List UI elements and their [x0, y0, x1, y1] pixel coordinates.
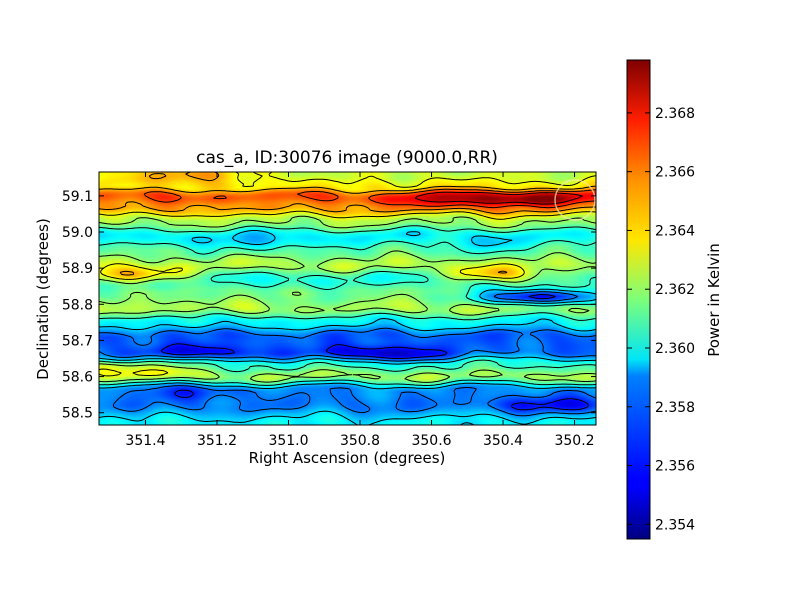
x-tick-label: 350.6 [411, 433, 451, 449]
y-tick-label: 59.1 [62, 189, 93, 205]
y-tick-label: 58.5 [62, 406, 93, 422]
x-tick-label: 350.2 [554, 433, 594, 449]
y-tick-label: 58.8 [62, 297, 93, 313]
colorbar-tick-label: 2.358 [655, 400, 695, 416]
contour-level [414, 191, 583, 205]
x-tick-label: 350.4 [483, 433, 523, 449]
contour-level [99, 215, 596, 383]
y-tick-label: 58.9 [62, 261, 93, 277]
contour-level [99, 291, 596, 417]
colorbar-label: Power in Kelvin [705, 243, 723, 357]
colorbar-gradient [626, 59, 651, 540]
heatmap-raster [99, 172, 596, 425]
heatmap [99, 172, 596, 425]
colorbar-tick-label: 2.356 [655, 459, 695, 475]
x-tick-label: 350.8 [340, 433, 380, 449]
colorbar-tick-label: 2.360 [655, 341, 695, 357]
y-tick-label: 58.6 [62, 370, 93, 386]
x-axis: 351.4 351.2 351.0 350.8 350.6 350.4 350.2 [125, 172, 595, 449]
colorbar: 2.354 2.356 2.358 2.360 2.362 2.364 2.366 2.368… [626, 59, 723, 540]
colorbar-tick-label: 2.364 [655, 223, 695, 239]
x-tick-label: 351.4 [125, 433, 165, 449]
y-axis: 58.5 58.6 58.7 58.8 58.9 59.0 59.1 [62, 189, 596, 422]
contour-level [143, 188, 596, 209]
y-axis-label: Declination (degrees) [34, 218, 52, 380]
plot-frame [98, 171, 597, 426]
contour-level [99, 172, 596, 276]
colorbar-tick-label: 2.354 [655, 517, 695, 533]
chart-title: cas_a, ID:30076 image (9000.0,RR) [196, 148, 498, 168]
colorbar-tick-label: 2.366 [655, 165, 695, 181]
colorbar-ticks: 2.354 2.356 2.358 2.360 2.362 2.364 2.366 2.368 [627, 106, 695, 533]
x-tick-label: 351.2 [197, 433, 237, 449]
y-tick-label: 59.0 [62, 225, 93, 241]
contour-lines [99, 172, 596, 425]
contour-level [160, 294, 589, 411]
contour-level [99, 230, 596, 425]
source-marker [554, 179, 596, 221]
contour-level [99, 225, 596, 386]
x-axis-label: Right Ascension (degrees) [249, 449, 446, 467]
colorbar-tick-label: 2.362 [655, 282, 695, 298]
colorbar-tick-label: 2.368 [655, 106, 695, 122]
x-tick-label: 351.0 [268, 433, 308, 449]
y-tick-label: 58.7 [62, 333, 93, 349]
